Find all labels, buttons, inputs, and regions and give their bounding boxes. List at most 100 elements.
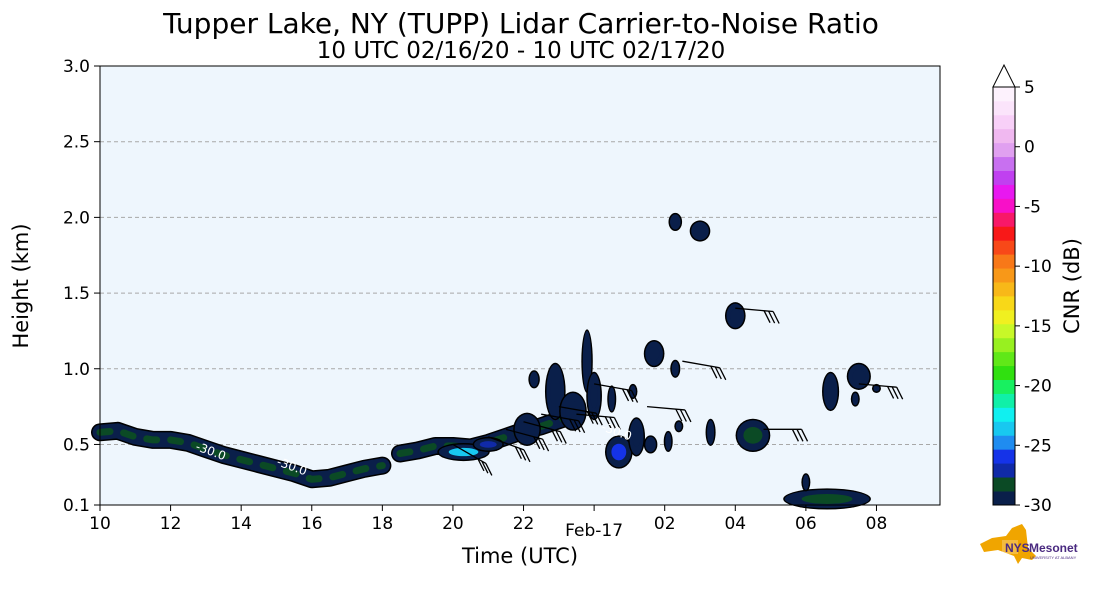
colorbar-segment [993,491,1015,506]
colorbar-segment [993,463,1015,478]
colorbar-segment [993,128,1015,144]
colorbar-segment [993,282,1015,297]
wind-barb-flag [542,438,550,452]
logo-mesonet: Mesonet [1029,541,1078,555]
wind-barb-flag [613,417,621,430]
wind-barb-flag [595,412,603,426]
colorbar-tick-label: -10 [1024,257,1052,277]
cnr-blob-core [708,425,713,439]
wind-barb-flag [569,418,577,432]
colorbar-tick-label: 5 [1024,78,1035,98]
colorbar-segment [993,477,1015,492]
colorbar-tick-label: 0 [1024,138,1035,158]
wind-barb-flag [591,412,599,425]
y-tick-label: 2.0 [63,208,90,228]
x-tick-label: 12 [160,514,182,534]
wind-barb-staff [594,383,632,392]
wind-barb-staff [488,436,525,451]
x-tick-label: 10 [89,514,111,534]
wind-barb-flag [887,386,895,399]
wind-barb-flag [537,437,545,451]
x-tick-label: 20 [442,514,464,534]
wind-barb-staff [647,405,685,411]
colorbar-segment [993,212,1015,227]
cnr-blob-core [647,440,654,449]
colorbar-segment [993,296,1015,311]
cnr-blob-core [677,423,681,429]
wind-barb-flag [679,409,687,422]
y-tick-label: 0.1 [63,496,90,516]
logo-nys: NYS [1005,541,1030,555]
wind-barb-staff [858,383,897,388]
colorbar-segment [993,268,1015,283]
cnr-blob-core [531,375,537,384]
x-tick-label: 06 [795,514,817,534]
colorbar-label: CNR (dB) [1060,238,1084,334]
x-tick-label: 14 [230,514,252,534]
colorbar-segment [993,87,1015,102]
cnr-blob-core [801,493,853,504]
colorbar-segment [993,421,1015,436]
cnr-blob-core [565,401,581,422]
grid-lines [100,141,940,445]
cnr-blob-core [694,226,706,236]
x-tick-label: 04 [724,514,746,534]
colorbar-segment [993,323,1015,339]
colorbar: 5 0 -5 -10 -15 -20 -25 -30 [992,63,1052,516]
wind-barb-flag [896,386,904,400]
chart-title: Tupper Lake, NY (TUPP) Lidar Carrier-to-… [162,7,879,40]
wind-barb-flag [485,463,493,476]
cnr-blob-core [550,376,561,407]
y-tick-label: 2.5 [63,133,90,153]
wind-barb-flag [481,460,489,474]
colorbar-segment [993,379,1015,394]
x-tick-label: 08 [866,514,888,534]
wind-barb-flag [626,389,634,402]
cnr-layer-core [396,410,580,457]
colorbar-tick-label: -25 [1024,436,1052,456]
y-tick-label: 1.0 [63,360,90,380]
wind-barb-flag [550,428,559,442]
y-axis-label: Height (km) [9,223,33,348]
colorbar-segment [993,100,1015,116]
x-tick-label: 16 [301,514,323,534]
colorbar-segment [993,393,1015,408]
colorbar-segment [993,142,1015,158]
cnr-blob-core [673,364,678,373]
colorbar-segment [993,156,1015,171]
cnr-blob-core [479,441,497,448]
logo-university: UNIVERSITY AT ALBANY [1030,555,1077,560]
wind-barb-flag [675,408,683,422]
colorbar-segment [993,240,1015,255]
wind-barb-staff [523,421,561,433]
wind-barb-staff [558,405,597,414]
wind-barb-flag [714,366,722,380]
cnr-blob-core [743,427,763,444]
x-axis-ticks: 10 12 14 16 18 20 22 02 04 06 08 Feb-17 [89,505,887,541]
cnr-blob-core [826,381,835,402]
colorbar-segment [993,351,1015,367]
wind-barb-flag [796,429,804,442]
x-tick-label: 22 [513,514,535,534]
cnr-blob-core [631,388,635,395]
colorbar-frame [992,86,1016,506]
wind-barb-flag [763,310,771,324]
y-tick-label: 1.5 [63,284,90,304]
wind-barb-flag [630,390,639,403]
cnr-blob-core [632,426,641,447]
chart-subtitle: 10 UTC 02/16/20 - 10 UTC 02/17/20 [317,38,726,64]
wind-barb-staff [541,413,579,422]
colorbar-segment [993,254,1015,269]
wind-barb-staff [452,443,487,465]
cnr-blob-core [672,217,679,227]
colorbar-tick-label: -15 [1024,317,1052,337]
colorbar-segment [993,226,1015,241]
cnr-blob-core [666,436,671,447]
wind-barb-flag [891,386,899,400]
y-axis-ticks: 0.1 0.5 1.0 1.5 2.0 2.5 3.0 [63,57,100,516]
colorbar-segment [993,198,1015,213]
wind-barb-flag [684,409,692,423]
colorbar-segment [993,114,1015,130]
colorbar-extend-arrow [992,63,1016,88]
wind-barb-staff [735,307,774,313]
